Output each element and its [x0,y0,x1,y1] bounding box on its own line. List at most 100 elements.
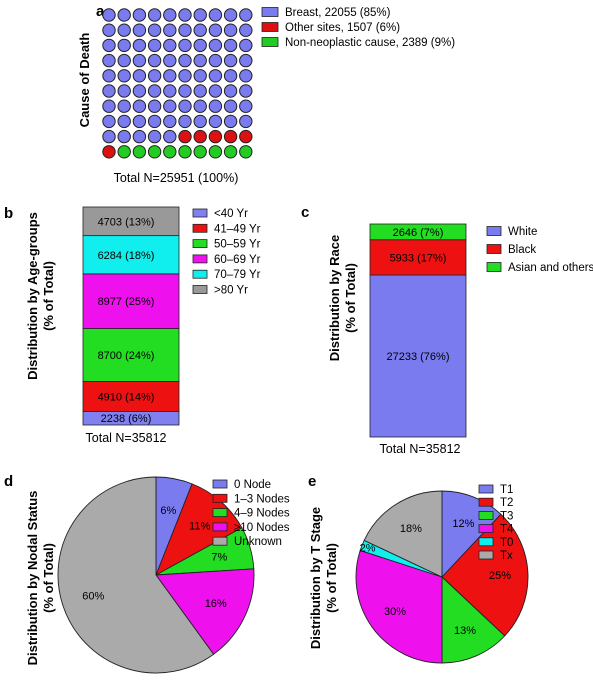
waffle-cell-r2-c1 [117,38,131,53]
panel-b-legend-swatch-0 [192,208,208,218]
panel-a-label: a [96,3,105,20]
waffle-cell-r1-c2 [132,23,147,37]
panel-b-legend-swatch-2 [192,239,208,249]
panel-e-ylabel-line1: Distribution by T Stage [308,507,323,649]
panel-e-legend-swatch-3 [478,524,494,533]
waffle-cell-r6-c2 [132,99,147,113]
panel-b-legend-label-2: 50–59 Yr [214,239,261,251]
waffle-cell-r5-c7 [208,84,223,98]
waffle-cell-r5-c0 [102,84,116,98]
waffle-cell-r6-c7 [208,99,223,113]
panel-d-slice-label-4: 60% [82,590,104,602]
waffle-cell-r7-c3 [147,114,162,129]
waffle-cell-r0-c1 [117,8,131,22]
waffle-cell-r7-c7 [208,114,223,129]
panel-e-legend-label-5: Tx [500,550,513,562]
waffle-cell-r8-c4 [163,129,177,144]
waffle-cell-r9-c6 [193,145,207,159]
panel-c-legend-label-0: White [508,226,537,238]
panel-b-ylabel-line1: Distribution by Age-groups [25,212,40,380]
panel-e-slice-5 [363,490,443,578]
waffle-cell-r9-c4 [163,145,177,159]
panel-b-segment-label-1: 4910 (14%) [98,391,155,403]
panel-e-legend-label-2: T3 [500,510,513,522]
waffle-cell-r8-c9 [239,129,253,144]
panel-c-legend-swatch-1 [486,244,502,254]
waffle-cell-r3-c8 [223,53,238,68]
waffle-cell-r6-c3 [147,99,162,113]
panel-a-legend-label-1: Other sites, 1507 (6%) [285,22,400,34]
panel-d-legend-swatch-1 [212,493,228,503]
panel-b-segment-label-2: 8700 (24%) [98,350,155,362]
panel-b-segment-label-5: 4703 (13%) [98,216,155,228]
panel-e-legend-swatch-0 [478,484,494,494]
panel-a-cause-of-death: a Cause of Death Breast, 22055 (85%) Othe… [77,3,455,185]
panel-b-legend-label-4: 70–79 Yr [214,269,261,281]
panel-d-legend-swatch-3 [212,522,228,532]
panel-b-legend-label-3: 60–69 Yr [214,254,261,266]
waffle-cell-r3-c7 [208,53,223,68]
panel-c-race: c Distribution by Race (% of Total) 2723… [301,204,593,456]
waffle-cell-r9-c8 [223,145,238,159]
panel-d-legend-swatch-0 [212,479,228,489]
waffle-cell-r1-c7 [208,23,223,37]
waffle-cell-r7-c1 [117,114,131,129]
waffle-cell-r7-c6 [193,114,207,129]
waffle-cell-r7-c9 [239,114,253,129]
waffle-cell-r4-c1 [117,69,131,83]
panel-c-ylabel-line2: (% of Total) [343,263,358,333]
panel-d-slice-3 [155,568,255,655]
waffle-cell-r9-c3 [147,145,162,159]
panel-b-legend: <40 Yr 41–49 Yr 50–59 Yr 60–69 Yr 70–79 Yr >8… [192,208,261,297]
panel-e-t-stage: e Distribution by T Stage (% of Total) 1… [308,473,529,664]
panel-c-legend-swatch-2 [486,262,502,272]
waffle-cell-r3-c9 [239,53,253,68]
waffle-cell-r2-c9 [239,38,253,53]
waffle-cell-r2-c3 [147,38,162,53]
waffle-cell-r1-c8 [223,23,238,37]
waffle-cell-r1-c0 [102,23,116,37]
panel-a-total: Total N=25951 (100%) [114,171,239,185]
panel-d-ylabel-line1: Distribution by Nodal Status [25,491,40,666]
waffle-cell-r4-c5 [178,69,192,83]
panel-e-legend-label-3: T4 [500,524,514,536]
waffle-cell-r5-c2 [132,84,147,98]
waffle-cell-r3-c6 [193,53,207,68]
waffle-cell-r5-c9 [239,84,253,98]
panel-e-legend-swatch-1 [478,497,494,507]
panel-d-legend-label-0: 0 Node [234,479,271,491]
panel-e-slice-label-3: 30% [384,606,406,618]
waffle-cell-r8-c0 [102,129,116,144]
waffle-cell-r2-c4 [163,38,177,53]
panel-e-slice-label-0: 12% [452,518,474,530]
waffle-cell-r9-c1 [117,145,131,159]
waffle-cell-r8-c2 [132,129,147,144]
panel-b-age-groups: b Distribution by Age-groups (% of Total… [4,205,261,445]
waffle-cell-r5-c8 [223,84,238,98]
waffle-cell-r1-c4 [163,23,177,37]
panel-e-slice-1 [441,513,529,637]
waffle-cell-r2-c7 [208,38,223,53]
panel-b-segment-1 [82,381,180,412]
panel-c-legend-label-2: Asian and others [508,262,593,274]
panel-a-legend-swatch-1 [261,22,279,32]
panel-e-slice-label-1: 25% [489,570,511,582]
waffle-cell-r4-c2 [132,69,147,83]
waffle-cell-r0-c7 [208,8,223,22]
panel-d-slice-label-3: 16% [205,598,227,610]
waffle-cell-r6-c5 [178,99,192,113]
panel-d-legend-label-2: 4–9 Nodes [234,508,290,520]
waffle-cell-r2-c5 [178,38,192,53]
waffle-cell-r0-c9 [239,8,253,22]
panel-d-slice-label-2: 7% [211,552,227,564]
waffle-cell-r9-c2 [132,145,147,159]
waffle-cell-r9-c5 [178,145,192,159]
panel-c-segment-2 [369,223,467,241]
panel-d-ylabel-line2: (% of Total) [41,543,56,613]
panel-e-legend-label-1: T2 [500,497,513,509]
panel-c-legend: White Black Asian and others [486,226,593,274]
waffle-cell-r6-c6 [193,99,207,113]
waffle-cell-r4-c6 [193,69,207,83]
panel-b-label: b [4,205,13,222]
waffle-cell-r2-c8 [223,38,238,53]
